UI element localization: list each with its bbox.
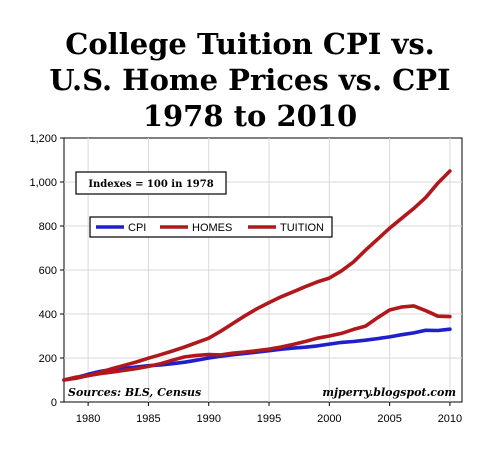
series-line-homes	[62, 304, 452, 382]
x-axis: 1980 1985 1990 1995 2000 2005 2010	[76, 402, 462, 425]
legend: CPI HOMES TUITION	[89, 216, 333, 238]
annotation-frame	[75, 171, 227, 195]
legend-frame	[89, 216, 333, 238]
chart-title-line-2: U.S. Home Prices vs. CPI	[49, 63, 451, 97]
source-note: Sources: BLS, Census	[68, 386, 201, 399]
y-tick-label: 600	[39, 265, 57, 277]
annotation-box: Indexes = 100 in 1978	[75, 171, 227, 195]
annotation-text: Indexes = 100 in 1978	[88, 179, 213, 190]
x-tick-label: 2010	[438, 413, 462, 425]
y-tick-label: 200	[39, 353, 57, 365]
y-axis: 0 200 400 600 800 1,000 1,200	[29, 133, 64, 409]
y-tick-label: 400	[39, 309, 57, 321]
legend-item-tuition: TUITION	[248, 222, 324, 234]
x-tick-label: 1980	[76, 413, 100, 425]
legend-item-cpi: CPI	[96, 222, 146, 234]
chart-title-line-3: 1978 to 2010	[142, 99, 358, 133]
y-tick-label: 1,000	[29, 177, 57, 189]
y-tick-label: 800	[39, 221, 57, 233]
legend-label: TUITION	[280, 222, 324, 234]
y-tick-label: 1,200	[29, 133, 57, 145]
legend-item-homes: HOMES	[160, 222, 232, 234]
x-tick-label: 1990	[196, 413, 220, 425]
x-tick-label: 2000	[317, 413, 341, 425]
y-tick-label: 0	[51, 397, 57, 409]
credit-note: mjperry.blogspot.com	[322, 386, 456, 399]
x-tick-label: 1985	[136, 413, 160, 425]
series-line-tuition	[62, 169, 452, 382]
x-tick-label: 2005	[377, 413, 401, 425]
legend-label: CPI	[128, 222, 146, 234]
legend-label: HOMES	[192, 222, 232, 234]
x-tick-label: 1995	[257, 413, 281, 425]
series-lines	[62, 169, 452, 382]
chart-title-line-1: College Tuition CPI vs.	[65, 27, 435, 61]
